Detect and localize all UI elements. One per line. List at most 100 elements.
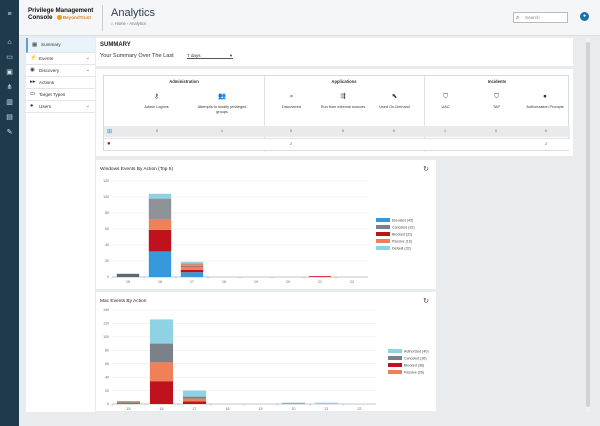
group-divider [264, 76, 265, 152]
refresh-icon[interactable]: ↻ [423, 298, 429, 305]
x-tick-label: 17 [193, 407, 197, 411]
brand-logo[interactable]: Privilege Management Console BeyondTrust [28, 7, 108, 21]
metrics-grid: Administration Applications Incidents ⚷ … [103, 75, 570, 152]
metric-admin-logons[interactable]: ⚷ Admin Logons [134, 92, 179, 110]
y-tick-label: 100 [103, 195, 109, 199]
cursor-icon: ⬉ [391, 93, 398, 100]
y-tick-label: 120 [103, 322, 109, 326]
x-tick-label: 21 [325, 407, 329, 411]
bar-segment [148, 251, 172, 277]
x-tick-label: 17 [190, 280, 194, 284]
x-tick-label: 20 [286, 280, 290, 284]
key-icon: ⚷ [154, 93, 159, 100]
group-divider [424, 76, 425, 152]
chart-title: Windows Events By Action (Top 5) [100, 167, 174, 172]
bar-segment [180, 265, 204, 267]
metric-external-sources[interactable]: ⇶ Run from external sources [318, 92, 368, 110]
breadcrumb[interactable]: ⌂ Home › Analytics [111, 21, 147, 26]
metric-discovered[interactable]: ⌕ Discovered [269, 92, 314, 110]
brand-product: Console [28, 14, 53, 21]
metric-uac[interactable]: ⛉ UAC [423, 92, 468, 110]
group-administration: Administration [169, 79, 199, 84]
vendor-logo: BeyondTrust [56, 15, 91, 21]
windows-events-chart: 0 20 40 60 80 100 120 15 16 17 18 19 20 21 22 Elevated … [103, 179, 414, 284]
x-tick-label: 19 [259, 407, 263, 411]
bar-segment [148, 198, 172, 220]
metric-authorization-prompts[interactable]: ● Authorization Prompts [520, 92, 570, 110]
x-tick-label: 18 [226, 407, 230, 411]
subnav-item-target-types[interactable]: ▭ Target Types [26, 89, 95, 101]
org-chart-icon[interactable]: ⋔ [6, 84, 13, 91]
y-tick-label: 80 [105, 348, 109, 352]
legend-label: Passive (26) [404, 371, 424, 375]
y-tick-label: 120 [103, 179, 109, 183]
range-select[interactable]: 7 days ▼ [187, 53, 233, 59]
legend-swatch [388, 363, 402, 367]
y-tick-label: 20 [105, 259, 109, 263]
x-tick-label: 21 [318, 280, 322, 284]
x-tick-label: 22 [358, 407, 362, 411]
menu-icon[interactable]: ≡ [7, 11, 12, 18]
refresh-icon[interactable]: ↻ [423, 166, 429, 173]
header-divider [102, 5, 103, 31]
y-tick-label: 0 [107, 402, 109, 406]
legend-swatch [376, 225, 390, 229]
bar-segment [281, 403, 306, 404]
search-input[interactable]: ⌕ Search [513, 12, 568, 23]
top-header: Privilege Management Console BeyondTrust… [19, 0, 600, 36]
signature-icon[interactable]: ✎ [6, 129, 13, 136]
scrollbar-thumb[interactable] [586, 42, 590, 407]
subnav-item-actions[interactable]: ▸▸ Actions [26, 77, 95, 89]
windows-events-chart-card: Windows Events By Action (Top 5) ↻ 0 20 40… [96, 160, 436, 289]
legend-label: Canceled (36) [404, 357, 427, 361]
x-tick-label: 16 [158, 280, 162, 284]
x-tick-label: 15 [126, 280, 130, 284]
bar-segment [182, 396, 207, 399]
subnav-item-events[interactable]: ⚡ Events ⌄ [26, 53, 95, 65]
user-avatar[interactable]: ● [580, 12, 589, 21]
bar-segment [182, 401, 207, 404]
monitor-icon[interactable]: ▣ [6, 69, 13, 76]
summary-title: SUMMARY [100, 42, 131, 48]
y-tick-label: 60 [105, 362, 109, 366]
subnav-item-discovery[interactable]: ◉ Discovery ⌄ [26, 65, 95, 77]
summary-icon: ▦ [32, 42, 38, 48]
x-tick-label: 19 [254, 280, 258, 284]
chevron-down-icon: ⌄ [85, 103, 90, 109]
subnav-item-users[interactable]: ● Users ⌄ [26, 101, 95, 113]
bar-segment [149, 381, 174, 404]
shield-icon: ⛉ [443, 93, 448, 100]
legend-swatch [388, 349, 402, 353]
app-rail: ≡ ⌂ ▭ ▣ ⋔ ▥ ▤ ✎ [0, 0, 19, 426]
metric-on-demand[interactable]: ⬉ Used On-Demand [372, 92, 417, 110]
apple-icon: ● [107, 141, 111, 147]
metric-tap[interactable]: ⛉ TAP [474, 92, 519, 110]
legend-swatch [376, 239, 390, 243]
clipboard-icon[interactable]: ▤ [6, 114, 13, 121]
summary-range-label: Your Summary Over The Last [100, 53, 174, 59]
analytics-subnav: ▦ Summary ⚡ Events ⌄ ◉ Discovery ⌄ ▸▸ Ac… [26, 38, 95, 412]
mac-events-chart: 0 20 40 60 80 100 120 140 15 16 17 18 19 20 21 22 Author… [103, 308, 428, 411]
computer-icon[interactable]: ▭ [6, 54, 13, 61]
subnav-item-summary[interactable]: ▦ Summary [26, 38, 95, 53]
y-tick-label: 60 [105, 227, 109, 231]
y-tick-label: 40 [105, 243, 109, 247]
metrics-card: Administration Applications Incidents ⚷ … [96, 69, 573, 156]
page-scrollbar[interactable] [586, 38, 590, 412]
caret-down-icon: ▼ [229, 53, 233, 58]
home-icon[interactable]: ⌂ [7, 39, 12, 46]
legend-label: Blocked (31) [392, 233, 412, 237]
legend-swatch [388, 356, 402, 360]
y-tick-label: 80 [105, 211, 109, 215]
metric-privileged-groups[interactable]: 👥 Attempts to modify privileged groups [194, 92, 250, 114]
legend-swatch [376, 218, 390, 222]
shield-icon: ⛉ [494, 93, 499, 100]
y-tick-label: 140 [103, 308, 109, 312]
x-tick-label: 22 [350, 280, 354, 284]
chevron-down-icon: ⌄ [85, 55, 90, 61]
legend-label: Passive (16) [392, 240, 412, 244]
target-types-icon: ▭ [30, 91, 36, 97]
windows-icon: ⊞ [107, 129, 113, 135]
bar-chart-icon[interactable]: ▥ [6, 99, 13, 106]
page-title: Analytics [111, 7, 156, 19]
